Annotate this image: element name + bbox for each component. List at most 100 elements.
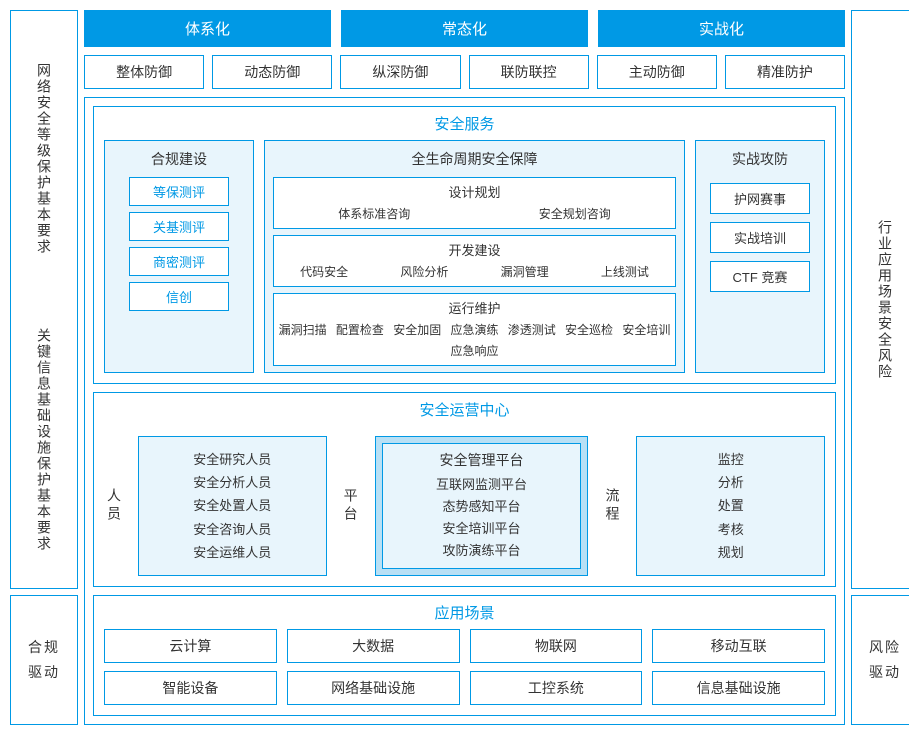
diagram-root: 网络安全等级保护基本要求 关键信息基础设施保护基本要求 合规 驱动 体系化 常态… [10,10,909,725]
li-3-4: 应急演练 [450,321,498,338]
combat-panel: 实战攻防 护网赛事 实战培训 CTF 竞赛 [695,140,825,373]
combat-title: 实战攻防 [696,141,824,177]
compliance-item-2: 关基测评 [129,212,229,241]
right-bottom-2: 驱动 [869,660,901,685]
lifecycle-h-2: 开发建设 [274,236,675,263]
compliance-item-4: 信创 [129,282,229,311]
people-1: 安全研究人员 [193,448,271,471]
platform-inner: 安全管理平台 互联网监测平台 态势感知平台 安全培训平台 攻防演练平台 [382,443,582,569]
services-body: 合规建设 等保测评 关基测评 商密测评 信创 全生命周期安全保障 设计规划 [94,140,835,383]
right-bottom-box: 风险 驱动 [851,595,909,725]
defense-1: 整体防御 [84,55,204,89]
li-2-1: 代码安全 [300,263,348,280]
lifecycle-sec-2: 开发建设 代码安全 风险分析 漏洞管理 上线测试 [273,235,676,287]
left-text-1: 网络安全等级保护基本要求 [34,19,54,300]
scene-row-2: 智能设备 网络基础设施 工控系统 信息基础设施 [104,671,825,705]
left-bottom-box: 合规 驱动 [10,595,78,725]
people-label: 人员 [104,436,124,576]
left-top-box: 网络安全等级保护基本要求 关键信息基础设施保护基本要求 [10,10,78,589]
scene-1-2: 大数据 [287,629,460,663]
plat-4: 攻防演练平台 [436,540,527,562]
scene-1-3: 物联网 [470,629,643,663]
li-3-2: 配置检查 [336,321,384,338]
defense-4: 联防联控 [469,55,589,89]
tab-2: 常态化 [341,10,588,47]
platform-label: 平台 [341,436,361,576]
scene-2-4: 信息基础设施 [652,671,825,705]
platform-outer: 安全管理平台 互联网监测平台 态势感知平台 安全培训平台 攻防演练平台 [375,436,589,576]
people-3: 安全处置人员 [193,494,271,517]
process-label: 流程 [602,436,622,576]
lifecycle-h-3: 运行维护 [274,294,675,321]
lifecycle-items-1: 体系标准咨询 安全规划咨询 [274,205,675,228]
compliance-title: 合规建设 [105,141,253,177]
scenes-title: 应用场景 [94,596,835,629]
li-2-2: 风险分析 [400,263,448,280]
people-4: 安全咨询人员 [193,518,271,541]
proc-1: 监控 [718,448,744,471]
combat-items: 护网赛事 实战培训 CTF 竞赛 [696,177,824,304]
defense-6: 精准防护 [725,55,845,89]
li-3-3: 安全加固 [393,321,441,338]
li-2-4: 上线测试 [601,263,649,280]
ops-body: 人员 安全研究人员 安全分析人员 安全处置人员 安全咨询人员 安全运维人员 平台… [94,426,835,586]
li-2-3: 漏洞管理 [501,263,549,280]
li-3-8: 应急响应 [450,342,498,359]
ops-section: 安全运营中心 人员 安全研究人员 安全分析人员 安全处置人员 安全咨询人员 安全… [93,392,836,587]
defense-5: 主动防御 [597,55,717,89]
people-5: 安全运维人员 [193,541,271,564]
left-bottom-2: 驱动 [28,660,60,685]
combat-3: CTF 竞赛 [710,261,810,292]
compliance-item-1: 等保测评 [129,177,229,206]
compliance-body: 等保测评 关基测评 商密测评 信创 [105,177,253,321]
right-top-box: 行业应用场景安全风险 [851,10,909,589]
compliance-panel: 合规建设 等保测评 关基测评 商密测评 信创 [104,140,254,373]
scene-2-2: 网络基础设施 [287,671,460,705]
scene-row-1: 云计算 大数据 物联网 移动互联 [104,629,825,663]
li-3-6: 安全巡检 [565,321,613,338]
right-column: 行业应用场景安全风险 风险 驱动 [851,10,909,725]
li-1-2: 安全规划咨询 [539,205,611,222]
plat-1: 互联网监测平台 [436,474,527,496]
left-bottom-1: 合规 [28,635,60,660]
scene-2-1: 智能设备 [104,671,277,705]
people-2: 安全分析人员 [193,471,271,494]
services-title: 安全服务 [94,107,835,140]
tab-1: 体系化 [84,10,331,47]
plat-3: 安全培训平台 [436,518,527,540]
services-section: 安全服务 合规建设 等保测评 关基测评 商密测评 信创 全生命周期安全保障 [93,106,836,384]
compliance-item-3: 商密测评 [129,247,229,276]
scene-1-1: 云计算 [104,629,277,663]
scenes-body: 云计算 大数据 物联网 移动互联 智能设备 网络基础设施 工控系统 信息基础设施 [94,629,835,715]
center-column: 体系化 常态化 实战化 整体防御 动态防御 纵深防御 联防联控 主动防御 精准防… [84,10,845,725]
lifecycle-panel: 全生命周期安全保障 设计规划 体系标准咨询 安全规划咨询 开发建设 代码安全 [264,140,685,373]
ops-title: 安全运营中心 [94,393,835,426]
right-bottom-1: 风险 [869,635,901,660]
scene-1-4: 移动互联 [652,629,825,663]
combat-2: 实战培训 [710,222,810,253]
li-3-5: 渗透测试 [508,321,556,338]
scenes-section: 应用场景 云计算 大数据 物联网 移动互联 智能设备 网络基础设施 工控系统 信… [93,595,836,716]
lifecycle-items-3: 漏洞扫描 配置检查 安全加固 应急演练 渗透测试 安全巡检 安全培训 应急响应 [274,321,675,365]
li-1-1: 体系标准咨询 [338,205,410,222]
lifecycle-h-1: 设计规划 [274,178,675,205]
right-text: 行业应用场景安全风险 [875,220,895,380]
plat-2: 态势感知平台 [436,496,527,518]
defense-2: 动态防御 [212,55,332,89]
lifecycle-sec-3: 运行维护 漏洞扫描 配置检查 安全加固 应急演练 渗透测试 安全巡检 安全培训 … [273,293,676,366]
tab-3: 实战化 [598,10,845,47]
li-3-1: 漏洞扫描 [279,321,327,338]
platform-items: 互联网监测平台 态势感知平台 安全培训平台 攻防演练平台 [436,474,527,562]
top-tabs: 体系化 常态化 实战化 [84,10,845,47]
platform-title: 安全管理平台 [440,450,524,474]
lifecycle-sec-1: 设计规划 体系标准咨询 安全规划咨询 [273,177,676,229]
left-column: 网络安全等级保护基本要求 关键信息基础设施保护基本要求 合规 驱动 [10,10,78,725]
lifecycle-items-2: 代码安全 风险分析 漏洞管理 上线测试 [274,263,675,286]
proc-5: 规划 [718,541,744,564]
proc-4: 考核 [718,518,744,541]
people-panel: 安全研究人员 安全分析人员 安全处置人员 安全咨询人员 安全运维人员 [138,436,327,576]
main-frame: 安全服务 合规建设 等保测评 关基测评 商密测评 信创 全生命周期安全保障 [84,97,845,725]
process-panel: 监控 分析 处置 考核 规划 [636,436,825,576]
li-3-7: 安全培训 [622,321,670,338]
left-text-2: 关键信息基础设施保护基本要求 [34,300,54,581]
